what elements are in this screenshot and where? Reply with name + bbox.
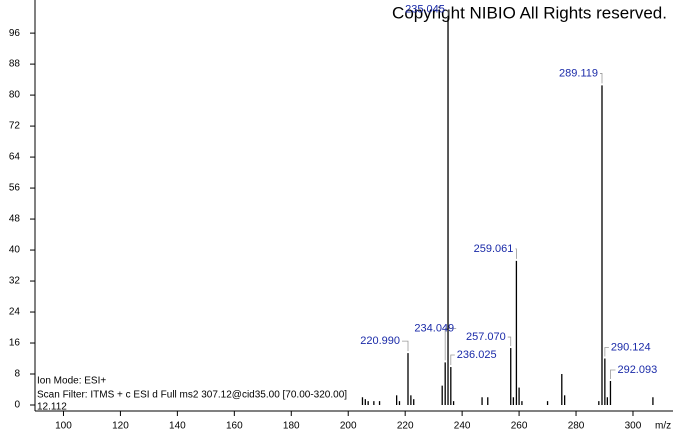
peak-label: 292.093 [617, 364, 657, 376]
x-tick-label: 300 [625, 421, 642, 432]
peak-label: 259.061 [474, 243, 514, 255]
x-tick-label: 200 [340, 421, 357, 432]
label-leader [515, 248, 517, 259]
peak-label: 290.124 [611, 341, 651, 353]
label-leader [450, 354, 455, 366]
x-tick-label: 120 [112, 421, 129, 432]
peak-label: 289.119 [559, 67, 598, 79]
label-leader [507, 336, 512, 347]
y-tick-label: 88 [9, 59, 21, 70]
y-tick-label: 24 [9, 307, 21, 318]
peak-label: 257.070 [466, 331, 506, 343]
y-tick-label: 64 [9, 152, 21, 163]
x-tick-label: 100 [55, 421, 72, 432]
y-tick-label: 32 [9, 276, 21, 287]
x-tick-label: 240 [454, 421, 471, 432]
x-tick-label: 140 [169, 421, 186, 432]
x-axis-label: m/z [655, 421, 671, 432]
peak-label: 235.045 [405, 4, 445, 16]
y-tick-label: 56 [9, 183, 21, 194]
y-tick-label: 80 [9, 90, 21, 101]
x-tick-label: 160 [226, 421, 243, 432]
y-tick-label: 40 [9, 245, 21, 256]
copyright: Copyright NIBIO All Rights reserved. [392, 3, 667, 22]
label-leader [401, 340, 409, 352]
y-tick-label: 8 [14, 369, 20, 380]
y-tick-label: 96 [9, 28, 21, 39]
x-tick-label: 220 [397, 421, 414, 432]
peak-label: 234.049 [414, 322, 454, 334]
y-tick-label: 0 [14, 400, 20, 411]
peak-label: 220.990 [360, 335, 400, 347]
x-tick-label: 260 [511, 421, 528, 432]
scan-filter: Scan Filter: ITMS + c ESI d Full ms2 307… [37, 390, 347, 401]
label-leader [604, 347, 609, 357]
x-tick-label: 180 [283, 421, 300, 432]
x-tick-label: 280 [568, 421, 585, 432]
y-tick-label: 48 [9, 214, 21, 225]
y-tick-label: 72 [9, 121, 21, 132]
ion-mode: Ion Mode: ESI+ [37, 376, 106, 387]
y-tick-label: 16 [9, 338, 21, 349]
label-leader [610, 369, 616, 379]
peak-label: 236.025 [457, 349, 497, 361]
label-leader [444, 327, 457, 361]
label-leader [599, 73, 603, 84]
retention-time: 12.112 [37, 402, 67, 413]
